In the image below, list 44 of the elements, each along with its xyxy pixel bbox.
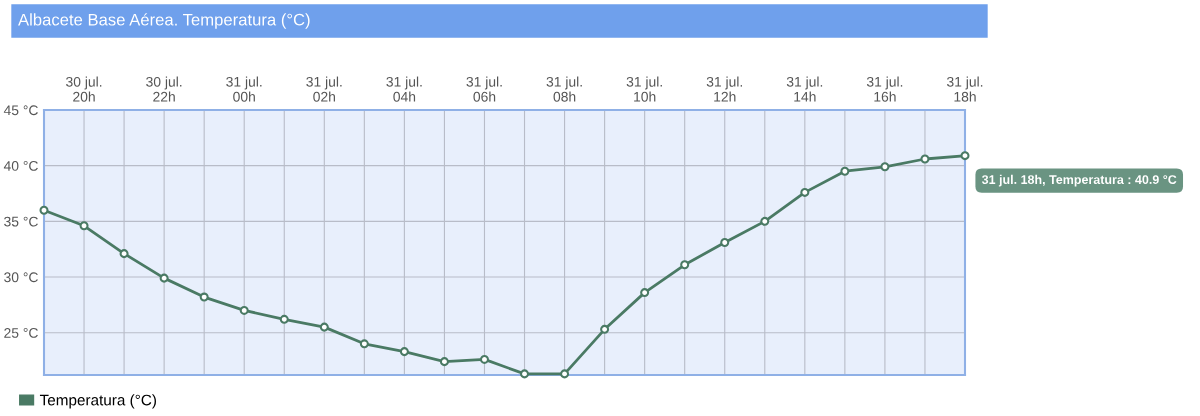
x-tick-label: 31 jul. 16h [866,76,903,102]
x-tick-label: 31 jul. 10h [626,76,662,102]
point [119,249,129,259]
point [880,162,890,172]
point [319,322,329,332]
x-tick-label: 31 jul. 04h [386,76,422,102]
y-tick-label: 30 °C [4,272,38,283]
x-tick-label: 31 jul. 06h [466,76,502,102]
point [560,369,570,379]
point [279,314,289,324]
point [479,354,489,364]
point [520,369,530,379]
x-tick-label: 31 jul. 08h [546,76,582,102]
x-tick-label: 31 jul. 12h [706,76,742,102]
point [840,166,850,176]
point [640,288,650,298]
x-tick-label: 31 jul. 02h [306,76,342,102]
legend-label: Temperatura (°C) [39,394,156,409]
chart-title: Albacete Base Aérea. Temperatura (°C) [18,13,310,29]
x-tick-label: 31 jul. 18h [947,76,983,102]
point [239,305,249,315]
point [800,187,810,197]
point [399,347,409,357]
point [600,324,610,334]
x-tick-label: 31 jul. 14h [786,76,823,102]
y-tick-label: 25 °C [4,328,38,338]
point [199,292,209,302]
point [760,216,770,226]
point [680,260,690,270]
x-tick-label: 30 jul. 22h [146,76,182,102]
point [439,357,449,367]
point [720,237,730,248]
point [359,339,369,349]
point [39,205,49,215]
y-tick-label: 40 °C [3,161,38,171]
y-tick-label: 35 °C [4,216,38,227]
point [159,273,169,283]
point [79,221,89,231]
x-tick-label: 30 jul. 20h [66,76,102,102]
x-tick-label: 31 jul. 00h [226,76,262,102]
y-tick-label: 45 °C [3,105,38,116]
annotation: 31 jul. 18h, Temperatura : 40.9 °C [981,174,1177,187]
point [920,154,930,164]
point [960,151,970,161]
